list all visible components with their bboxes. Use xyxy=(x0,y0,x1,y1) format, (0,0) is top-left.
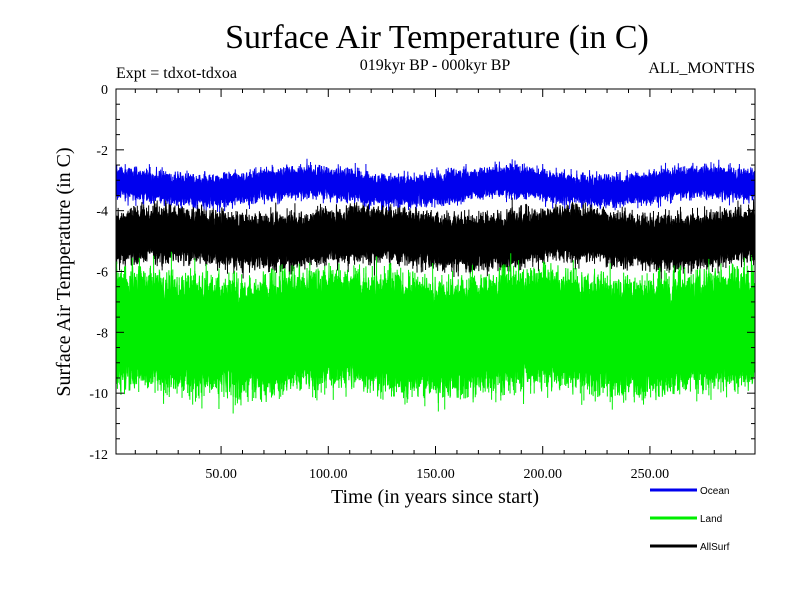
x-tick-label: 50.00 xyxy=(205,467,237,482)
legend-label-allsurf: AllSurf xyxy=(700,542,730,553)
x-tick-label: 250.00 xyxy=(631,467,670,482)
y-axis: 0 -2 -4 -6 -8 -10 -12 xyxy=(89,83,755,463)
legend: Ocean Land AllSurf xyxy=(650,486,730,553)
legend-label-land: Land xyxy=(700,514,722,525)
x-axis-label: Time (in years since start) xyxy=(331,486,539,508)
chart-subtitle: 019kyr BP - 000kyr BP xyxy=(360,57,511,74)
y-tick-label: -10 xyxy=(89,387,108,402)
experiment-label: Expt = tdxot-tdxoa xyxy=(116,65,237,82)
series-ocean xyxy=(115,158,756,212)
x-tick-label: 150.00 xyxy=(416,467,455,482)
series-land xyxy=(115,251,756,414)
y-tick-label: -8 xyxy=(96,326,108,341)
y-tick-label: -6 xyxy=(96,266,108,281)
legend-label-ocean: Ocean xyxy=(700,486,729,497)
x-axis: 50.00 100.00 150.00 200.00 250.00 xyxy=(134,89,737,482)
y-tick-label: -12 xyxy=(89,448,108,463)
chart-title: Surface Air Temperature (in C) xyxy=(225,19,649,56)
x-tick-label: 200.00 xyxy=(523,467,562,482)
x-tick-label: 100.00 xyxy=(309,467,348,482)
y-tick-label: -4 xyxy=(96,205,108,220)
months-label: ALL_MONTHS xyxy=(648,60,755,77)
y-tick-label: 0 xyxy=(101,83,108,98)
y-tick-label: -2 xyxy=(96,144,108,159)
plot-series-group xyxy=(115,158,756,414)
y-axis-label: Surface Air Temperature (in C) xyxy=(53,147,75,396)
